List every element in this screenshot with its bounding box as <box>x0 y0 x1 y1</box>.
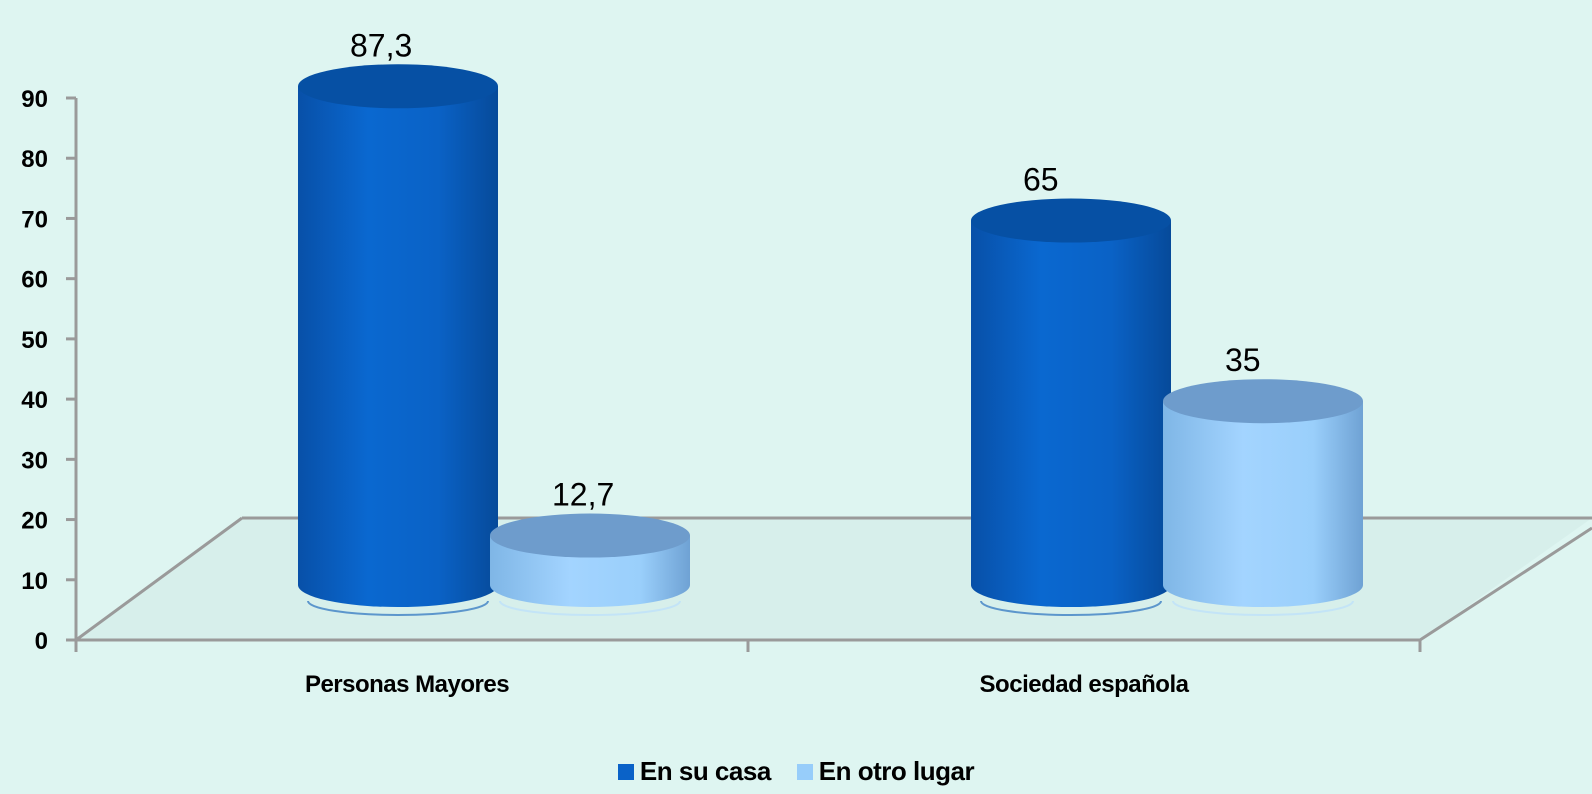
bar-body <box>1163 401 1363 607</box>
data-label: 65 <box>1023 162 1059 198</box>
bar <box>490 513 690 616</box>
x-category-label: Sociedad española <box>980 671 1190 698</box>
data-label: 12,7 <box>552 477 614 513</box>
bar <box>1163 379 1363 616</box>
y-tick-label: 90 <box>21 86 48 113</box>
legend-item-en-otro-lugar[interactable]: En otro lugar <box>796 756 975 787</box>
y-tick-label: 0 <box>35 628 48 655</box>
legend-swatch-en-otro-lugar <box>796 763 813 780</box>
legend-label-en-su-casa: En su casa <box>639 756 771 786</box>
y-tick-label: 50 <box>21 327 48 354</box>
y-tick-label: 70 <box>21 206 48 233</box>
bar <box>298 64 498 616</box>
bar <box>971 198 1171 616</box>
y-tick-label: 10 <box>21 568 48 595</box>
bar-body <box>298 86 498 607</box>
legend-item-en-su-casa[interactable]: En su casa <box>617 756 771 787</box>
legend-label-en-otro-lugar: En otro lugar <box>818 756 975 786</box>
bar-top <box>298 64 498 109</box>
y-tick-label: 20 <box>21 508 48 535</box>
data-label: 87,3 <box>350 27 412 63</box>
bar-base-edge <box>1172 600 1354 616</box>
floor-right-edge <box>1419 526 1592 642</box>
bar-base-edge <box>499 600 681 616</box>
bar-top <box>1163 379 1363 424</box>
bar-top <box>971 198 1171 243</box>
x-category-label: Personas Mayores <box>305 671 509 698</box>
bar-base-edge <box>307 600 489 616</box>
floor-left-edge <box>75 516 243 642</box>
bar-base-edge <box>980 600 1162 616</box>
y-tick-label: 80 <box>21 146 48 173</box>
bar-body <box>971 220 1171 608</box>
y-tick-label: 30 <box>21 447 48 474</box>
bar-top <box>490 513 690 558</box>
y-tick-label: 40 <box>21 387 48 414</box>
y-tick-label: 60 <box>21 267 48 294</box>
data-label: 35 <box>1225 342 1261 378</box>
legend: En su casa En otro lugar <box>0 756 1592 787</box>
legend-swatch-en-su-casa <box>617 763 634 780</box>
